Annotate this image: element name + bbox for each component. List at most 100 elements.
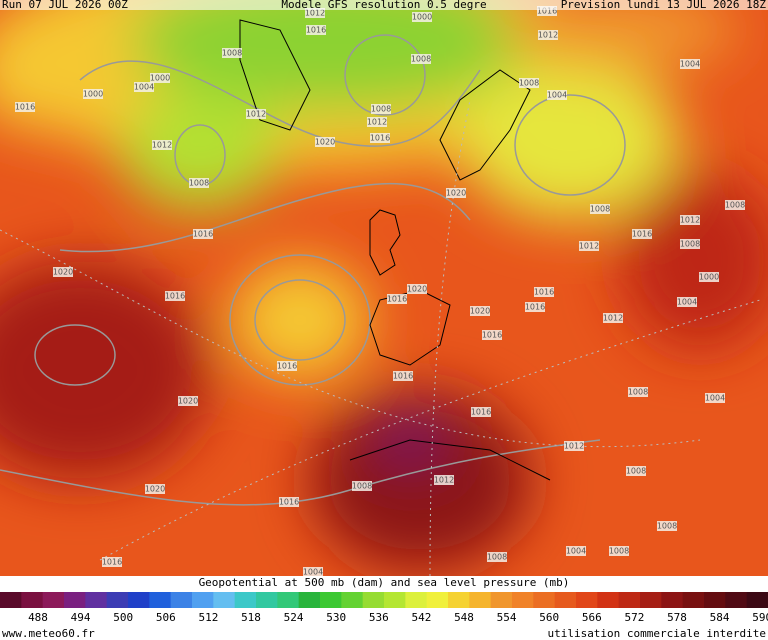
colorbar-swatch [661, 592, 684, 608]
isobar-label-box [15, 102, 35, 112]
isobar-label: 1004 [303, 568, 323, 577]
isobar-label: 1020 [315, 138, 335, 147]
isobar-label: 1016 [193, 230, 213, 239]
colorbar-swatch [106, 592, 129, 608]
isobar-label: 1000 [699, 273, 719, 282]
isobar-label-box [411, 54, 431, 64]
colorbar-swatch [42, 592, 65, 608]
isobar-label-box [705, 393, 725, 403]
colorbar-label: 578 [667, 611, 687, 624]
colorbar-swatch [341, 592, 364, 608]
isobar-label-box [246, 109, 266, 119]
isobar-label-box [547, 90, 567, 100]
isobar-label-box [446, 188, 466, 198]
isobars [0, 34, 626, 506]
isobar-label-box [525, 302, 545, 312]
colorbar-swatch [64, 592, 86, 608]
colorbar-swatch [597, 592, 620, 608]
colorbar-swatch [320, 592, 342, 608]
isobar-label: 1012 [603, 314, 623, 323]
colorbar-swatch [704, 592, 726, 608]
colorbar-swatch [512, 592, 534, 608]
colorbar-swatch [234, 592, 257, 608]
colorbar-label: 548 [454, 611, 474, 624]
isobar-label: 1016 [102, 558, 122, 567]
colorbar-label: 488 [28, 611, 48, 624]
isobar-label-box [603, 313, 623, 323]
isobar-label-box [609, 546, 629, 556]
isobar-label: 1000 [83, 90, 103, 99]
isobar-label: 1000 [412, 13, 432, 22]
isobar-label: 1008 [725, 201, 745, 210]
colorbar-label: 542 [411, 611, 431, 624]
isobar-label-box [303, 567, 323, 577]
colorbar-swatch [192, 592, 214, 608]
isobar-label-box [305, 8, 325, 18]
isobar-label: 1008 [519, 79, 539, 88]
colorbar-label: 506 [156, 611, 176, 624]
isobar-label-box [519, 78, 539, 88]
colorbar-label: 566 [582, 611, 602, 624]
colorbar-label: 536 [369, 611, 389, 624]
run-label: Run 07 JUL 2026 00Z [2, 0, 128, 11]
colorbar-title: Geopotential at 500 mb (dam) and sea lev… [199, 576, 570, 589]
site-label: www.meteo60.fr [2, 627, 95, 640]
colorbar-swatch [85, 592, 108, 608]
isobar-label-box [145, 484, 165, 494]
isobar-label-box [222, 48, 242, 58]
isobar-label-box [482, 330, 502, 340]
colorbar-swatch [533, 592, 556, 608]
colorbar-label: 524 [284, 611, 304, 624]
colorbar-swatch [448, 592, 470, 608]
isobar-label: 1020 [145, 485, 165, 494]
colorbar-swatch [277, 592, 300, 608]
isobar-label-box [134, 82, 154, 92]
colorbar-label: 530 [326, 611, 346, 624]
isobar-label: 1008 [487, 553, 507, 562]
geopotential-field [0, 0, 768, 576]
isobar-label-box [677, 297, 697, 307]
isobar-label: 1016 [537, 7, 557, 16]
isobar-label: 1020 [446, 189, 466, 198]
isobar-label: 1004 [547, 91, 567, 100]
isobar-label-box [487, 552, 507, 562]
isobar-label-box [371, 104, 391, 114]
isobar-label-box [579, 241, 599, 251]
isobar-label: 1004 [680, 60, 700, 69]
colorbar-swatch [746, 592, 768, 608]
isobar-label: 1008 [352, 482, 372, 491]
isobar-label: 1012 [434, 476, 454, 485]
isobar-label: 1016 [482, 331, 502, 340]
isobar-label-box [471, 407, 491, 417]
isobar-label-box [470, 306, 490, 316]
isobar-label-box [590, 204, 610, 214]
isobar-label: 1008 [189, 179, 209, 188]
isobar-label-box [407, 284, 427, 294]
isobar-label-box [566, 546, 586, 556]
isobar-label-box [387, 294, 407, 304]
isobar-label: 1004 [677, 298, 697, 307]
colorbar-label: 500 [113, 611, 133, 624]
colorbar-swatch [256, 592, 278, 608]
isobar-label-box [279, 497, 299, 507]
isobar-label-box [628, 387, 648, 397]
colorbar-label: 494 [71, 611, 91, 624]
isobar-label: 1016 [279, 498, 299, 507]
isobar-label-box [189, 178, 209, 188]
colorbar-swatch [490, 592, 513, 608]
isobar-label: 1012 [246, 110, 266, 119]
isobar-label: 1008 [590, 205, 610, 214]
isobar-label: 1016 [534, 288, 554, 297]
isobar-label: 1008 [411, 55, 431, 64]
isobar-label-box [564, 441, 584, 451]
isobar-label-box [277, 361, 297, 371]
colorbar-swatch [21, 592, 44, 608]
isobar-label: 1012 [305, 9, 325, 18]
isobar-label: 1020 [407, 285, 427, 294]
colorbar-swatch [469, 592, 492, 608]
colorbar-swatch [640, 592, 662, 608]
colorbar-swatch [0, 592, 22, 608]
isobar-label-box [537, 6, 557, 16]
isobar-label-box [53, 267, 73, 277]
